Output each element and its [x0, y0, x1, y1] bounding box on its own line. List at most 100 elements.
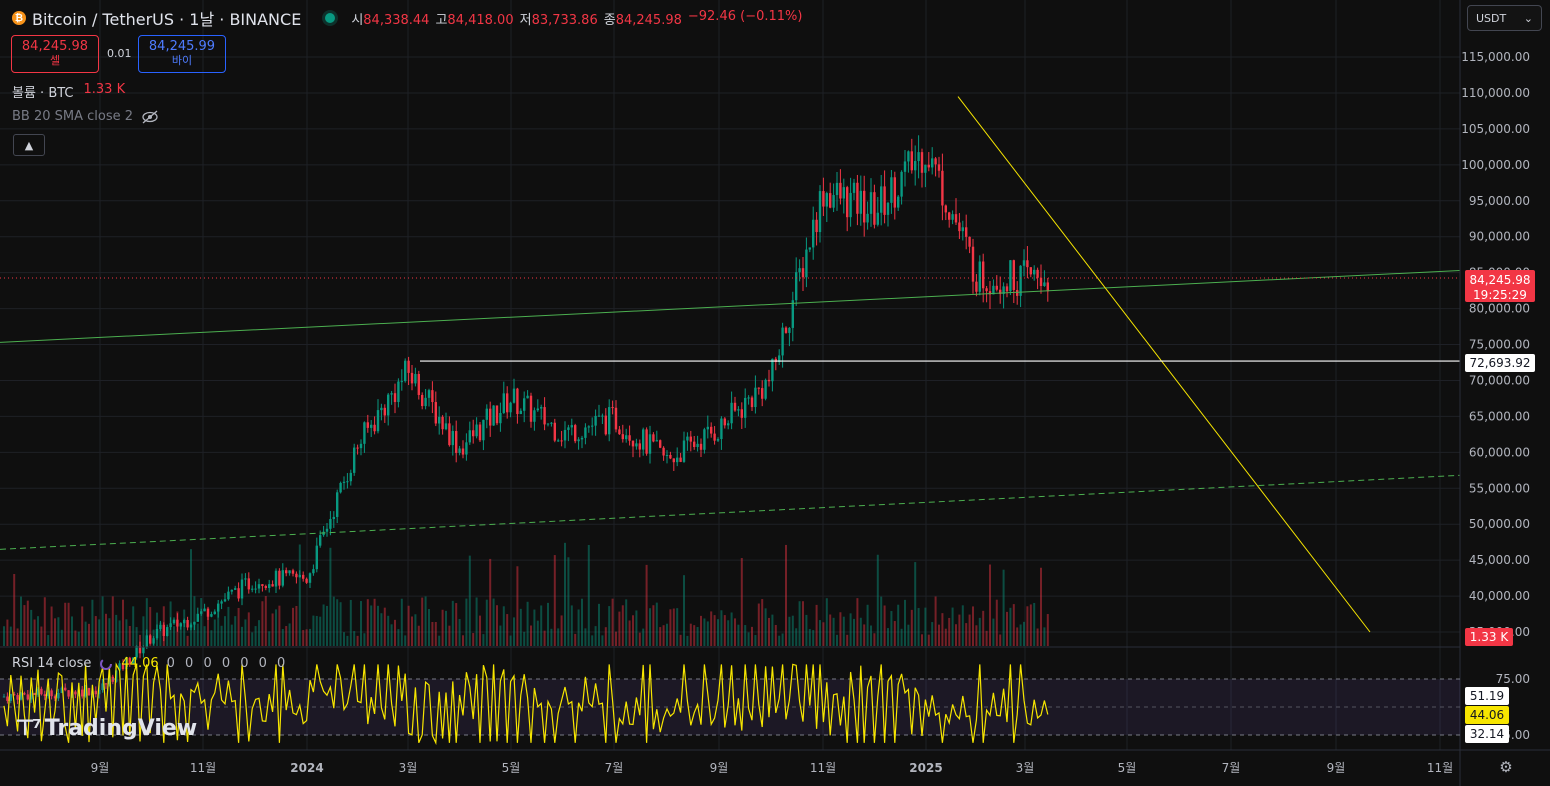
sell-button[interactable]: 84,245.98 셀: [11, 35, 99, 73]
volume-bar: [407, 605, 410, 646]
candle-body: [795, 272, 798, 301]
candle-body: [638, 443, 641, 450]
buy-button[interactable]: 84,245.99 바이: [138, 35, 226, 73]
high-value: 84,418.00: [447, 12, 514, 28]
volume-bar: [489, 558, 492, 646]
volume-bar: [608, 606, 611, 646]
candle-body: [914, 161, 917, 171]
bb-legend[interactable]: BB 20 SMA close 2: [12, 109, 159, 124]
volume-legend-label: 볼륨 · BTC: [12, 86, 74, 101]
candle-body: [716, 439, 720, 441]
time-tick: 3월: [1016, 761, 1035, 775]
candle-body: [856, 182, 859, 214]
candle-body: [472, 430, 475, 437]
volume-bar: [492, 598, 495, 646]
volume-bar: [6, 619, 9, 646]
candle-body: [176, 619, 179, 627]
volume-bar: [353, 631, 356, 646]
rsi-pane: [0, 662, 1460, 746]
volume-bar: [190, 549, 192, 646]
candle-body: [132, 657, 135, 665]
channel-upper-line[interactable]: [0, 269, 1461, 343]
candle-body: [880, 186, 883, 213]
volume-bar: [659, 627, 662, 646]
time-axis[interactable]: 9월 11월 2024 3월 5월 7월 9월 11월 2025 3월 5월 7월 9월 11월: [91, 761, 1454, 775]
candle-body: [87, 688, 91, 696]
candle-body: [614, 407, 618, 430]
candle-body: [315, 545, 318, 570]
currency-select[interactable]: USDT ⌄: [1467, 5, 1542, 31]
volume-bar: [502, 606, 505, 646]
candle-body: [179, 623, 182, 627]
candle-body: [200, 611, 203, 614]
candle-body: [907, 151, 910, 162]
candle-body: [217, 603, 220, 612]
volume-bar: [696, 626, 699, 646]
candle-body: [325, 528, 329, 532]
volume-bar: [166, 630, 169, 646]
volume-bar: [934, 596, 937, 646]
volume-bar: [128, 625, 131, 646]
volume-bar: [686, 635, 689, 646]
candle-body: [138, 645, 142, 654]
candle-body: [431, 390, 434, 403]
candle-body: [784, 327, 788, 333]
candle-body: [26, 694, 29, 700]
rsi-upper-label: 51.19: [1470, 689, 1504, 703]
candle-body: [798, 268, 801, 273]
symbol-header[interactable]: ₿ Bitcoin / TetherUS · 1날 · BINANCE 시84,…: [12, 8, 802, 29]
candle-body: [863, 190, 866, 223]
candle-body: [978, 261, 981, 292]
candle-body: [737, 409, 740, 411]
volume-bar: [577, 609, 580, 646]
volume-bar: [207, 614, 209, 646]
volume-bar: [322, 604, 325, 646]
candle-body: [774, 358, 777, 362]
candle-body: [495, 405, 499, 424]
candle-body: [424, 397, 427, 407]
volume-bar: [3, 626, 5, 646]
volume-bar: [360, 601, 362, 646]
sell-price: 84,245.98: [21, 39, 89, 54]
gear-icon[interactable]: ⚙: [1499, 758, 1513, 776]
price-axis[interactable]: 115,000.00 110,000.00 105,000.00 100,000.00…: [1461, 50, 1530, 639]
volume-bar: [43, 597, 46, 646]
volume-bar: [849, 613, 852, 646]
market-status-icon[interactable]: [325, 13, 336, 23]
volume-bar: [655, 602, 658, 646]
volume-bar: [955, 624, 957, 646]
descending-trendline[interactable]: [957, 96, 1371, 633]
collapse-legend-button[interactable]: ▲: [13, 134, 45, 156]
candle-body: [60, 687, 63, 693]
tradingview-logo[interactable]: ⊤⁷ TradingView: [15, 716, 197, 741]
volume-legend[interactable]: 볼륨 · BTC 1.33 K: [12, 82, 125, 101]
candle-body: [897, 196, 900, 208]
candle-body: [261, 584, 264, 587]
channel-lower-line[interactable]: [0, 474, 1461, 550]
candle-body: [125, 657, 128, 670]
time-tick: 11월: [1427, 761, 1453, 775]
candle-body: [36, 688, 40, 695]
volume-bar: [747, 632, 750, 646]
volume-bar: [703, 618, 706, 646]
symbol-title[interactable]: Bitcoin / TetherUS · 1날 · BINANCE: [32, 10, 302, 29]
candle-body: [958, 222, 961, 232]
candle-body: [19, 693, 23, 700]
volume-bar: [1019, 624, 1022, 646]
rsi-legend[interactable]: RSI 14 close 44.06 0 0 0 0 0 0 0: [12, 656, 288, 671]
candle-body: [121, 663, 125, 670]
candle-body: [665, 454, 669, 456]
hidden-eye-icon[interactable]: [141, 110, 159, 124]
volume-bar: [462, 635, 464, 646]
candle-body: [805, 249, 808, 278]
volume-bar: [683, 575, 685, 646]
volume-bar: [434, 621, 437, 646]
volume-bar: [734, 618, 736, 646]
candle-body: [465, 442, 468, 455]
candle-body: [247, 578, 250, 590]
volume-bar: [479, 615, 481, 646]
volume-bar: [1023, 621, 1025, 646]
volume-bar: [771, 614, 774, 646]
candle-body: [223, 599, 227, 602]
